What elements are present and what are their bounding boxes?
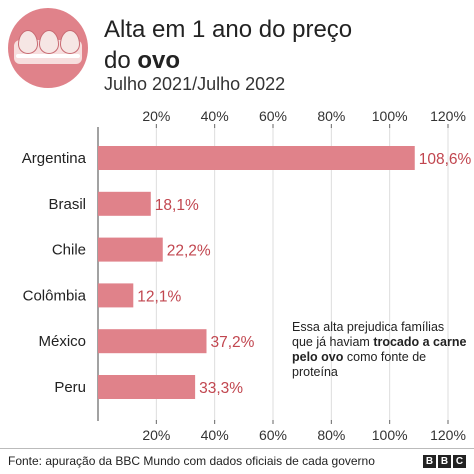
bar [98,283,134,308]
tray-line [16,54,80,58]
bar [98,237,163,262]
x-tick-label-bottom: 60% [259,427,287,443]
annotation-part2: como fonte de proteína [292,350,427,379]
egg-icon [39,30,59,54]
x-tick-label-bottom: 80% [317,427,345,443]
chart-title: Alta em 1 ano do preço do ovo [104,14,464,76]
footer-divider [0,448,474,449]
bbc-logo-letter: C [453,455,466,468]
x-tick-label-top: 40% [201,108,229,124]
bbc-logo: B B C [423,455,466,468]
category-label: Brasil [48,196,86,213]
egg-icon [60,30,80,54]
bar [98,146,415,170]
category-label: Argentina [22,150,87,167]
title-line-2-prefix: do [104,47,138,74]
bar [98,375,196,399]
annotation-part1: Essa alta prejudica famílias que já havi… [292,320,445,349]
x-tick-label-bottom: 100% [372,427,408,443]
source-note: Fonte: apuração da BBC Mundo com dados o… [8,454,375,468]
x-tick-label-bottom: 120% [430,427,466,443]
x-tick-label-bottom: 40% [201,427,229,443]
value-label: 108,6% [419,151,472,168]
title-line-2-strong: ovo [137,47,181,74]
bbc-logo-letter: B [423,455,436,468]
x-tick-label-bottom: 20% [142,427,170,443]
category-label: Colômbia [23,287,87,304]
category-label: Peru [54,379,86,396]
x-tick-label-top: 100% [372,108,408,124]
x-tick-label-top: 80% [317,108,345,124]
bar [98,191,151,216]
value-label: 12,1% [137,288,181,305]
x-tick-label-top: 120% [430,108,466,124]
chart-subtitle: Julho 2021/Julho 2022 [104,74,286,94]
value-label: 33,3% [199,380,243,397]
value-label: 18,1% [155,197,199,214]
title-line-1: Alta em 1 ano do preço [104,16,353,43]
bbc-logo-letter: B [438,455,451,468]
egg-icon [18,30,38,54]
bar [98,329,207,354]
value-label: 22,2% [167,243,211,260]
x-tick-label-top: 60% [259,108,287,124]
title-line-2: do ovo [104,45,464,76]
category-label: México [38,333,86,350]
x-tick-label-top: 20% [142,108,170,124]
annotation-note: Essa alta prejudica famílias que já havi… [292,320,468,380]
annotation-bold: trocado a carne pelo ovo [292,335,467,364]
value-label: 37,2% [211,334,255,351]
category-label: Chile [52,242,86,259]
